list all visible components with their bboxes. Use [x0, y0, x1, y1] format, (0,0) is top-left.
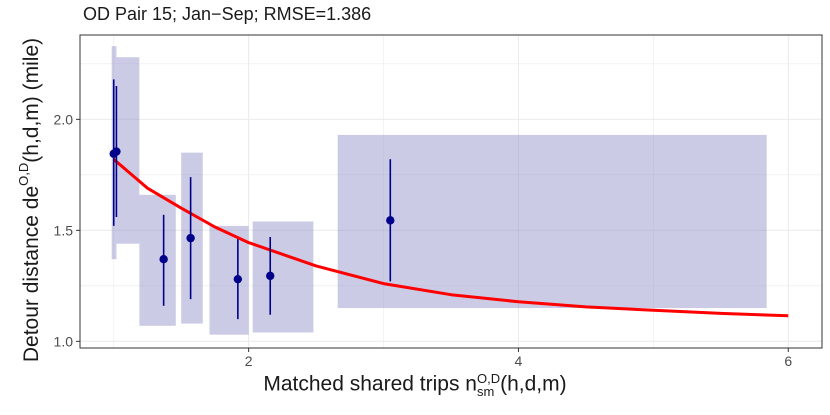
confidence-rectangles — [111, 46, 767, 335]
fit-curve-layer — [112, 158, 789, 318]
y-axis-ticks: 1.0 1.5 2.0 — [54, 111, 80, 349]
data-point — [186, 233, 195, 243]
x-axis-label-prefix: Matched shared trips n — [263, 372, 477, 396]
confidence-rectangle — [209, 225, 249, 335]
y-tick-label: 1.5 — [54, 222, 74, 238]
x-tick-label: 6 — [784, 353, 792, 369]
confidence-rectangle — [337, 134, 767, 309]
y-axis-label-sup: O,D — [16, 162, 31, 186]
x-axis-ticks: 2 4 6 — [245, 348, 792, 369]
y-axis-label-suffix: (h,d,m) (mile) — [20, 37, 43, 163]
x-axis-label-sub: sm — [476, 384, 495, 399]
confidence-rectangle — [252, 221, 314, 333]
gridlines — [80, 35, 822, 348]
confidence-rectangle — [116, 57, 140, 244]
data-point — [266, 271, 275, 281]
data-point — [159, 255, 168, 264]
data-point — [233, 274, 243, 284]
y-tick-label: 2.0 — [54, 111, 74, 127]
data-point — [386, 216, 395, 225]
plot-panel-border — [79, 34, 823, 349]
x-axis-label-suffix: (h,d,m) — [500, 372, 567, 396]
x-axis-label-sup: O,D — [476, 371, 501, 386]
chart-title: OD Pair 15; Jan−Sep; RMSE=1.386 — [83, 4, 372, 24]
x-tick-label: 4 — [515, 353, 523, 369]
y-axis-label: Detour distance deO,D(h,d,m) (mile) — [16, 38, 44, 362]
data-point — [112, 147, 121, 156]
x-axis-label: Matched shared trips n O,D sm (h,d,m) — [0, 372, 830, 398]
y-tick-label: 1.0 — [54, 333, 74, 349]
y-axis-label-prefix: Detour distance de — [20, 185, 43, 363]
data-points — [109, 147, 395, 284]
x-tick-label: 2 — [245, 353, 253, 369]
confidence-rectangle — [139, 194, 176, 326]
x-axis-label-indices: O,D sm — [477, 372, 500, 398]
fit-curve — [112, 158, 789, 318]
